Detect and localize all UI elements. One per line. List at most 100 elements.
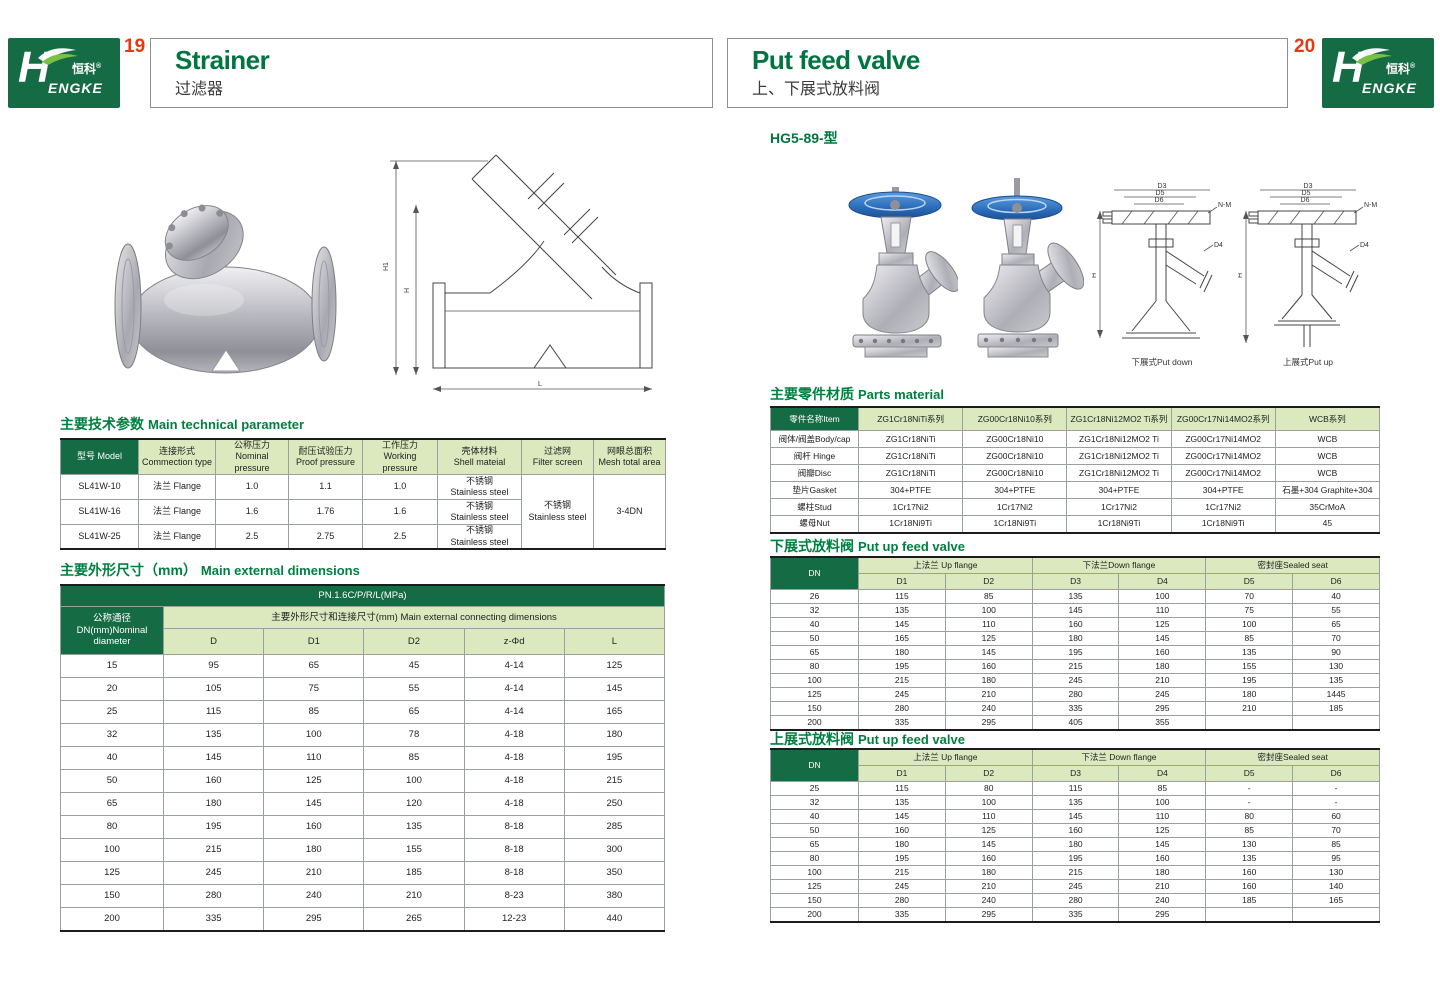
table-cell: 50: [60, 769, 164, 793]
table-cell: 4-18: [463, 792, 565, 816]
table-cell: 150: [60, 884, 164, 908]
dim-label-d4: D4: [1360, 242, 1369, 249]
table-cell: 135: [1031, 589, 1120, 604]
table-cell: 100: [770, 673, 859, 688]
page-number-left: 19: [124, 36, 146, 57]
table-cell: 180: [1031, 837, 1120, 852]
table-cell: 25: [770, 781, 859, 796]
dim-label-h1: H1: [383, 262, 390, 271]
table-cell: SL41W-25: [60, 523, 139, 550]
table-cell: 335: [1031, 701, 1120, 716]
table-cell: ZG00Cr18Ni10: [962, 464, 1068, 482]
table-cell: 1Cr18Ni9Ti: [962, 515, 1068, 533]
table-subheader-row: D1 D2 D3 D4 D5 D6: [771, 573, 1380, 590]
caption-put-down: 下展式Put down: [1131, 357, 1193, 367]
table-cell: 145: [563, 677, 666, 701]
table-cell: 215: [563, 769, 666, 793]
table-cell: 335: [858, 907, 946, 922]
table-cell: 85: [363, 746, 465, 770]
caption-put-up: 上展式Put up: [1282, 357, 1334, 367]
header-cell: D2: [363, 628, 465, 655]
table-cell: ZG00Cr17Ni14MO2: [1170, 464, 1276, 482]
table-cell: 160: [263, 815, 365, 839]
table-cell: 145: [944, 837, 1033, 852]
table-cell: 40: [1292, 589, 1380, 604]
table-row: 150 280 240 280 240 185 165: [770, 893, 1380, 908]
table-cell: 180: [944, 673, 1033, 688]
table-cell: 240: [263, 884, 365, 908]
table-cell: 100: [944, 603, 1033, 618]
table-cell: 304+PTFE: [962, 481, 1068, 499]
table-cell: 355: [1118, 715, 1207, 730]
leaf-icon: [1352, 48, 1392, 65]
header-cell: 网眼总面积 Mesh total area: [593, 438, 666, 475]
table-cell: 185: [363, 861, 465, 885]
table-cell: 125: [563, 654, 666, 678]
valve-photo-down: [833, 183, 958, 375]
table-cell: 150: [770, 701, 859, 716]
table-cell: 65: [770, 645, 859, 660]
table-cell: 295: [1118, 907, 1207, 922]
table-cell: 40: [60, 746, 164, 770]
table-cell: 145: [1118, 631, 1207, 646]
table-cell: 85: [1292, 837, 1380, 852]
brand-initial: H: [18, 43, 50, 92]
table-cell: 295: [1118, 701, 1207, 716]
header-cell: 公称通径 DN(mm)Nominal diameter: [60, 606, 164, 655]
header-cell: 密封座Sealed seat: [1205, 748, 1380, 766]
table-cell: 145: [162, 746, 265, 770]
header-cell: D5: [1205, 573, 1294, 590]
table-row: 40 145 110 160 125 100 65: [770, 617, 1380, 632]
table-cell: 245: [162, 861, 265, 885]
table-row: 100 215 180 155 8-18 300: [60, 838, 666, 862]
table-cell: 185: [1292, 701, 1380, 716]
table-cell: 135: [1205, 851, 1294, 866]
table-cell: 135: [858, 603, 946, 618]
header-cell: DN: [770, 556, 859, 590]
table-cell: SL41W-10: [60, 473, 139, 500]
table-cell: 90: [1292, 645, 1380, 660]
table-cell: 195: [162, 815, 265, 839]
section-title-parts: 主要零件材质 Parts material: [770, 386, 944, 402]
table-cell: 85: [1205, 631, 1294, 646]
table-cell: 160: [1118, 645, 1207, 660]
brand-logo-left: H 恒科® ENGKE: [8, 38, 120, 108]
dim-label-d4: D4: [1214, 242, 1223, 249]
table-cell: 100: [60, 838, 164, 862]
table-row: 125 245 210 245 210 160 140: [770, 879, 1380, 894]
table-cell: 245: [1031, 673, 1120, 688]
table-cell: 160: [1118, 851, 1207, 866]
table-cell: -: [1292, 795, 1380, 810]
table-row: 阀杆 Hinge ZG1Cr18NiTi ZG00Cr18Ni10 ZG1Cr18Ni…: [770, 447, 1381, 465]
table-cell: 185: [1205, 893, 1294, 908]
brand-initial: H: [1332, 43, 1364, 92]
table-cell: 8-23: [463, 884, 565, 908]
table-row: 15 95 65 45 4-14 125: [60, 654, 666, 678]
table-cell: 295: [263, 907, 365, 931]
table-cell: 32: [770, 603, 859, 618]
valve-photo-up: [952, 178, 1084, 375]
table-cell: 160: [162, 769, 265, 793]
table-cell: 285: [563, 815, 666, 839]
table-cell: 125: [944, 631, 1033, 646]
table-cell: ZG1Cr18Ni12MO2 Ti: [1066, 447, 1172, 465]
table-cell: 100: [263, 723, 365, 747]
table-row: 40 145 110 145 110 80 60: [770, 809, 1380, 824]
table-cell: 2.75: [288, 523, 363, 550]
table-cell: 75: [1205, 603, 1294, 618]
section-title-dimensions: 主要外形尺寸（mm） Main external dimensions: [60, 562, 360, 578]
table-cell: 125: [944, 823, 1033, 838]
table-cell: 240: [1118, 893, 1207, 908]
table-cell: 15: [60, 654, 164, 678]
table-cell: 55: [1292, 603, 1380, 618]
dim-label-d5: D5: [1156, 190, 1165, 197]
table-cell: 110: [944, 809, 1033, 824]
table-cell: 180: [563, 723, 666, 747]
header-cell: D5: [1205, 765, 1294, 782]
table-row: 150 280 240 335 295 210 185: [770, 701, 1380, 716]
table-cell: 145: [1031, 603, 1120, 618]
leaf-icon: [38, 48, 78, 65]
header-cell: 上法兰 Up flange: [858, 556, 1033, 574]
table-cell: 195: [563, 746, 666, 770]
header-cell: D1: [858, 765, 946, 782]
